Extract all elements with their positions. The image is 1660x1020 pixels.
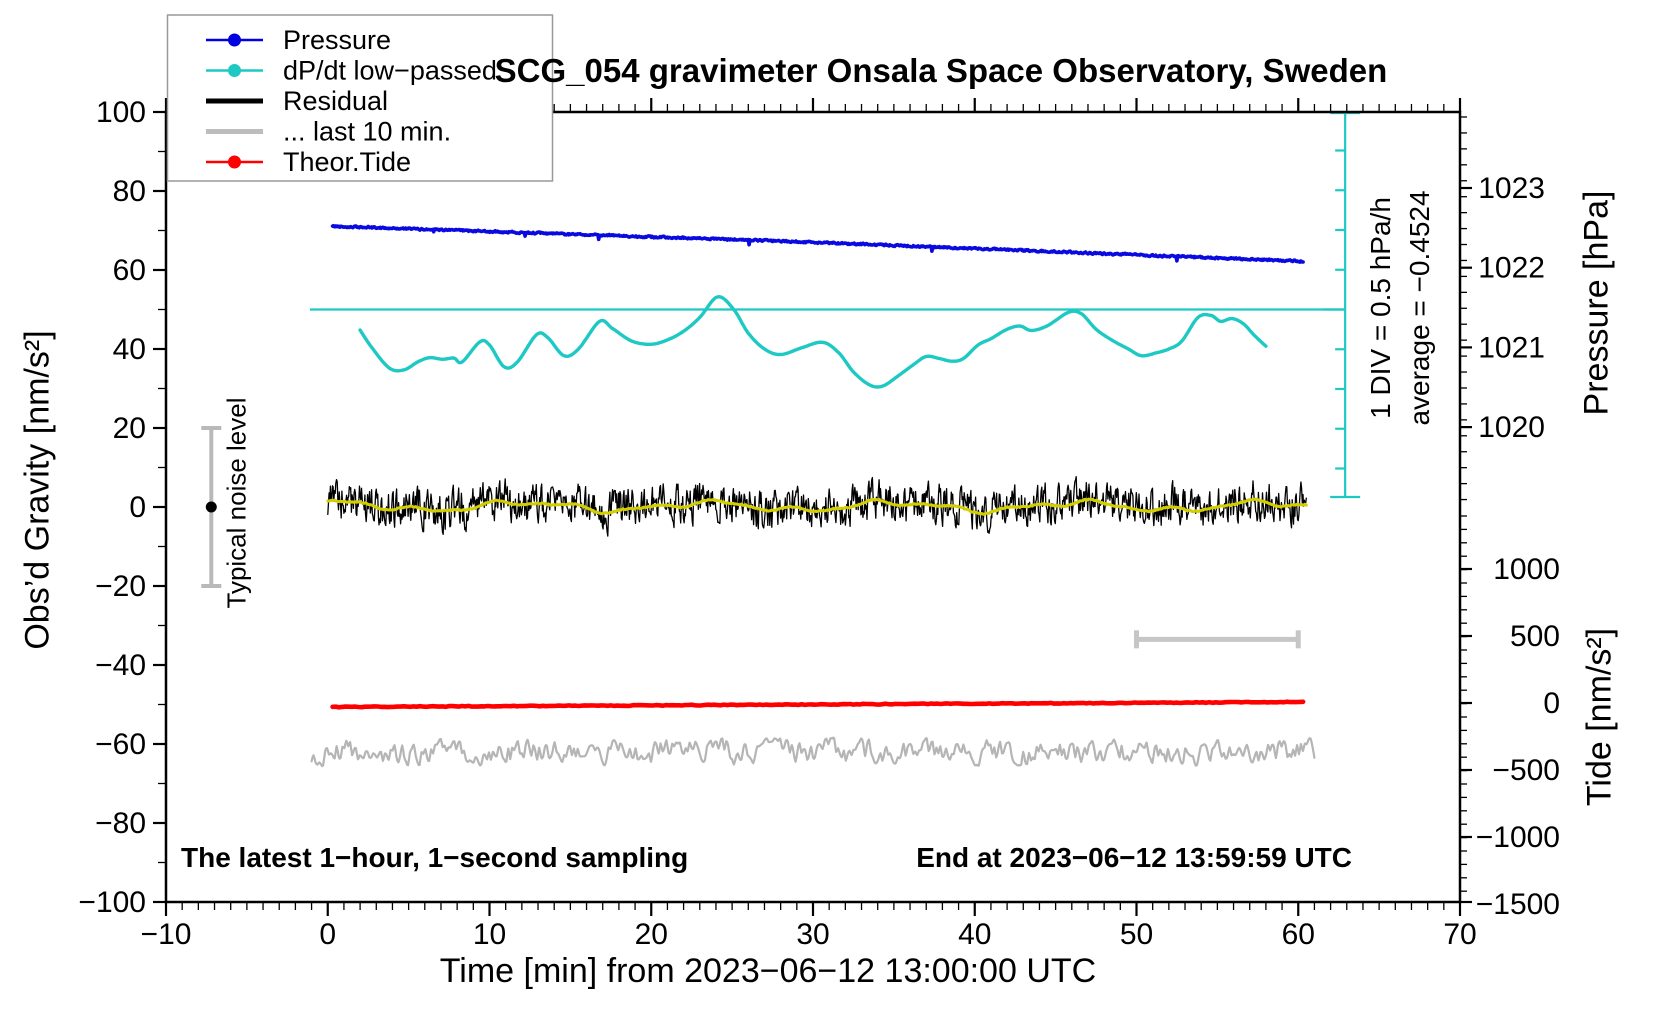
series-tide (330, 699, 1306, 710)
x-tick-label: 10 (473, 918, 506, 951)
last10-curve (310, 736, 1316, 768)
pressure-tick-label: 1020 (1478, 411, 1545, 444)
x-tick-label: 20 (635, 918, 668, 951)
x-tick-label: −10 (141, 918, 192, 951)
series-pressure (330, 223, 1305, 264)
legend-item: dP/dt low−passed (206, 56, 497, 86)
series-residual-lowpass (326, 497, 1308, 516)
gravity-tick-label: −100 (78, 886, 146, 919)
tide-tick-label: 0 (1543, 687, 1560, 720)
dpdt-curve (358, 295, 1268, 389)
series-last10 (310, 736, 1316, 768)
x-tick-label: 60 (1282, 918, 1315, 951)
residual-lowpass-curve (326, 497, 1308, 516)
x-tick-label: 50 (1120, 918, 1153, 951)
legend-item: Residual (206, 86, 388, 116)
gravity-tick-label: 20 (113, 412, 146, 445)
x-tick-label: 70 (1443, 918, 1476, 951)
y-axis-gravity: −100 −80 −60 −40 −20 0 20 40 60 80 100 (78, 96, 166, 919)
y-axis-pressure: 1023 1022 1021 1020 (1460, 116, 1545, 501)
series-dpdt (358, 295, 1268, 389)
legend-item: ... last 10 min. (206, 117, 451, 147)
legend-sample-dot (228, 64, 241, 77)
end-time-annotation: End at 2023−06−12 13:59:59 UTC (916, 842, 1352, 873)
scalebar-note: 1 DIV = 0.5 hPa/h (1365, 197, 1396, 419)
gravity-tick-label: −20 (95, 570, 146, 603)
gravity-tick-label: 100 (96, 96, 146, 129)
y-axis-title-gravity: Obs’d Gravity [nm/s²] (18, 330, 57, 650)
x-tick-label: 0 (319, 918, 336, 951)
pressure-tick-label: 1022 (1478, 252, 1545, 285)
gravity-tick-label: 0 (129, 491, 146, 524)
noise-errorbar (201, 426, 222, 588)
gravity-tick-label: −80 (95, 807, 146, 840)
x-axis: −10 0 10 20 30 40 50 60 70 (141, 98, 1477, 951)
legend-sample-dot (228, 33, 241, 47)
gravity-tick-label: −40 (95, 649, 146, 682)
x-tick-label: 30 (796, 918, 829, 951)
pressure-tick-label: 1021 (1478, 331, 1545, 364)
legend-item: Theor.Tide (206, 147, 411, 177)
gravity-tick-label: 60 (113, 254, 146, 287)
y-axis-title-tide: Tide [nm/s²] (1580, 627, 1619, 807)
legend-sample-dot (228, 155, 241, 169)
tide-tick-label: −1500 (1476, 888, 1560, 921)
gravity-tick-label: −60 (95, 728, 146, 761)
tide-tick-label: 1000 (1493, 553, 1560, 586)
tide-tick-label: −1000 (1476, 821, 1560, 854)
pressure-tick-label: 1023 (1478, 172, 1545, 205)
chart-title: SCG_054 gravimeter Onsala Space Observat… (494, 52, 1388, 89)
gravity-tick-label: 40 (113, 333, 146, 366)
x-tick-label: 40 (958, 918, 991, 951)
legend-item-label: dP/dt low−passed (283, 56, 497, 86)
noise-level-label: Typical noise level (221, 397, 252, 609)
tide-tick-label: 500 (1510, 620, 1560, 653)
legend-item-label: Pressure (283, 25, 391, 55)
scalebar-average: average = −0.4524 (1404, 190, 1435, 426)
noise-errorbar-dot (205, 501, 217, 513)
tide-curve (330, 699, 1306, 710)
y-axis-tide: 1000 500 0 −500 −1000 −1500 (1460, 515, 1560, 921)
sampling-annotation: The latest 1−hour, 1−second sampling (181, 842, 689, 873)
legend-item: Pressure (206, 25, 391, 55)
y-axis-title-pressure: Pressure [hPa] (1577, 190, 1616, 416)
residual-curve (327, 475, 1307, 537)
gravity-tick-label: 80 (113, 175, 146, 208)
pressure-curve (330, 223, 1305, 264)
legend-item-label: ... last 10 min. (283, 117, 451, 147)
series-residual (327, 475, 1307, 537)
last10-interval-bar (1134, 630, 1301, 649)
x-axis-title: Time [min] from 2023−06−12 13:00:00 UTC (439, 952, 1097, 990)
legend-item-label: Theor.Tide (283, 147, 411, 177)
dpdt-reference (309, 111, 1361, 499)
tide-tick-label: −500 (1492, 754, 1560, 787)
legend-item-label: Residual (283, 86, 388, 116)
